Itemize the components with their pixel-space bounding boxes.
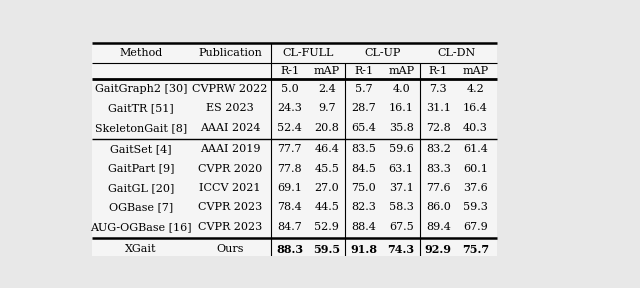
Text: 5.7: 5.7 [355, 84, 372, 94]
Text: mAP: mAP [314, 66, 340, 75]
Text: 46.4: 46.4 [314, 144, 339, 154]
Text: CL-FULL: CL-FULL [282, 48, 334, 58]
Text: GaitGraph2 [30]: GaitGraph2 [30] [95, 84, 187, 94]
Bar [92, 43, 497, 260]
Text: OGBase [7]: OGBase [7] [109, 202, 173, 212]
Text: 35.8: 35.8 [388, 123, 413, 133]
Text: Method: Method [119, 48, 163, 58]
Text: GaitSet [4]: GaitSet [4] [110, 144, 172, 154]
Text: 28.7: 28.7 [351, 103, 376, 113]
Text: 31.1: 31.1 [426, 103, 451, 113]
Text: 20.8: 20.8 [314, 123, 339, 133]
Text: mAP: mAP [463, 66, 488, 75]
Text: 2.4: 2.4 [318, 84, 335, 94]
Text: AAAI 2024: AAAI 2024 [200, 123, 260, 133]
Text: 4.2: 4.2 [467, 84, 484, 94]
Text: 67.9: 67.9 [463, 222, 488, 232]
Text: 61.4: 61.4 [463, 144, 488, 154]
Text: 60.1: 60.1 [463, 164, 488, 174]
Text: GaitTR [51]: GaitTR [51] [108, 103, 173, 113]
Text: Ours: Ours [216, 244, 244, 254]
Text: ES 2023: ES 2023 [206, 103, 254, 113]
Text: 86.0: 86.0 [426, 202, 451, 212]
Text: 72.8: 72.8 [426, 123, 451, 133]
Text: 52.4: 52.4 [277, 123, 302, 133]
Text: 4.0: 4.0 [392, 84, 410, 94]
Text: 40.3: 40.3 [463, 123, 488, 133]
Text: 59.5: 59.5 [313, 244, 340, 255]
Text: GaitGL [20]: GaitGL [20] [108, 183, 174, 193]
Text: 5.0: 5.0 [281, 84, 298, 94]
Text: 59.3: 59.3 [463, 202, 488, 212]
Text: 75.0: 75.0 [351, 183, 376, 193]
Text: 83.2: 83.2 [426, 144, 451, 154]
Text: 84.7: 84.7 [277, 222, 302, 232]
Text: SkeletonGait [8]: SkeletonGait [8] [95, 123, 187, 133]
Text: CL-UP: CL-UP [364, 48, 401, 58]
Text: 75.7: 75.7 [462, 244, 489, 255]
Text: 63.1: 63.1 [388, 164, 413, 174]
Text: CVPR 2020: CVPR 2020 [198, 164, 262, 174]
Text: 89.4: 89.4 [426, 222, 451, 232]
Text: CVPR 2023: CVPR 2023 [198, 222, 262, 232]
Text: ICCV 2021: ICCV 2021 [199, 183, 260, 193]
Text: 65.4: 65.4 [351, 123, 376, 133]
Text: 82.3: 82.3 [351, 202, 376, 212]
Text: R-1: R-1 [355, 66, 374, 75]
Text: 58.3: 58.3 [388, 202, 413, 212]
Text: CVPR 2023: CVPR 2023 [198, 202, 262, 212]
Text: 59.6: 59.6 [388, 144, 413, 154]
Text: 84.5: 84.5 [351, 164, 376, 174]
Text: 77.6: 77.6 [426, 183, 451, 193]
Text: R-1: R-1 [280, 66, 299, 75]
Text: 88.3: 88.3 [276, 244, 303, 255]
Text: 16.1: 16.1 [388, 103, 413, 113]
Text: 77.7: 77.7 [277, 144, 302, 154]
Text: 7.3: 7.3 [429, 84, 447, 94]
Text: 24.3: 24.3 [277, 103, 302, 113]
Text: 69.1: 69.1 [277, 183, 302, 193]
Text: 37.6: 37.6 [463, 183, 488, 193]
Text: 37.1: 37.1 [388, 183, 413, 193]
Text: 52.9: 52.9 [314, 222, 339, 232]
Text: 88.4: 88.4 [351, 222, 376, 232]
Text: AAAI 2019: AAAI 2019 [200, 144, 260, 154]
Text: 77.8: 77.8 [277, 164, 302, 174]
Text: 9.7: 9.7 [318, 103, 335, 113]
Text: 74.3: 74.3 [388, 244, 415, 255]
Text: 27.0: 27.0 [314, 183, 339, 193]
Text: AUG-OGBase [16]: AUG-OGBase [16] [90, 222, 191, 232]
Text: GaitPart [9]: GaitPart [9] [108, 164, 174, 174]
Text: 91.8: 91.8 [351, 244, 378, 255]
Text: 78.4: 78.4 [277, 202, 302, 212]
Text: XGait: XGait [125, 244, 157, 254]
Text: 83.3: 83.3 [426, 164, 451, 174]
Text: mAP: mAP [388, 66, 414, 75]
Text: Publication: Publication [198, 48, 262, 58]
Text: 16.4: 16.4 [463, 103, 488, 113]
Text: R-1: R-1 [429, 66, 448, 75]
Text: 67.5: 67.5 [388, 222, 413, 232]
Text: CL-DN: CL-DN [438, 48, 476, 58]
Text: 44.5: 44.5 [314, 202, 339, 212]
Text: CVPRW 2022: CVPRW 2022 [193, 84, 268, 94]
Text: 45.5: 45.5 [314, 164, 339, 174]
Text: 83.5: 83.5 [351, 144, 376, 154]
Text: 92.9: 92.9 [425, 244, 452, 255]
